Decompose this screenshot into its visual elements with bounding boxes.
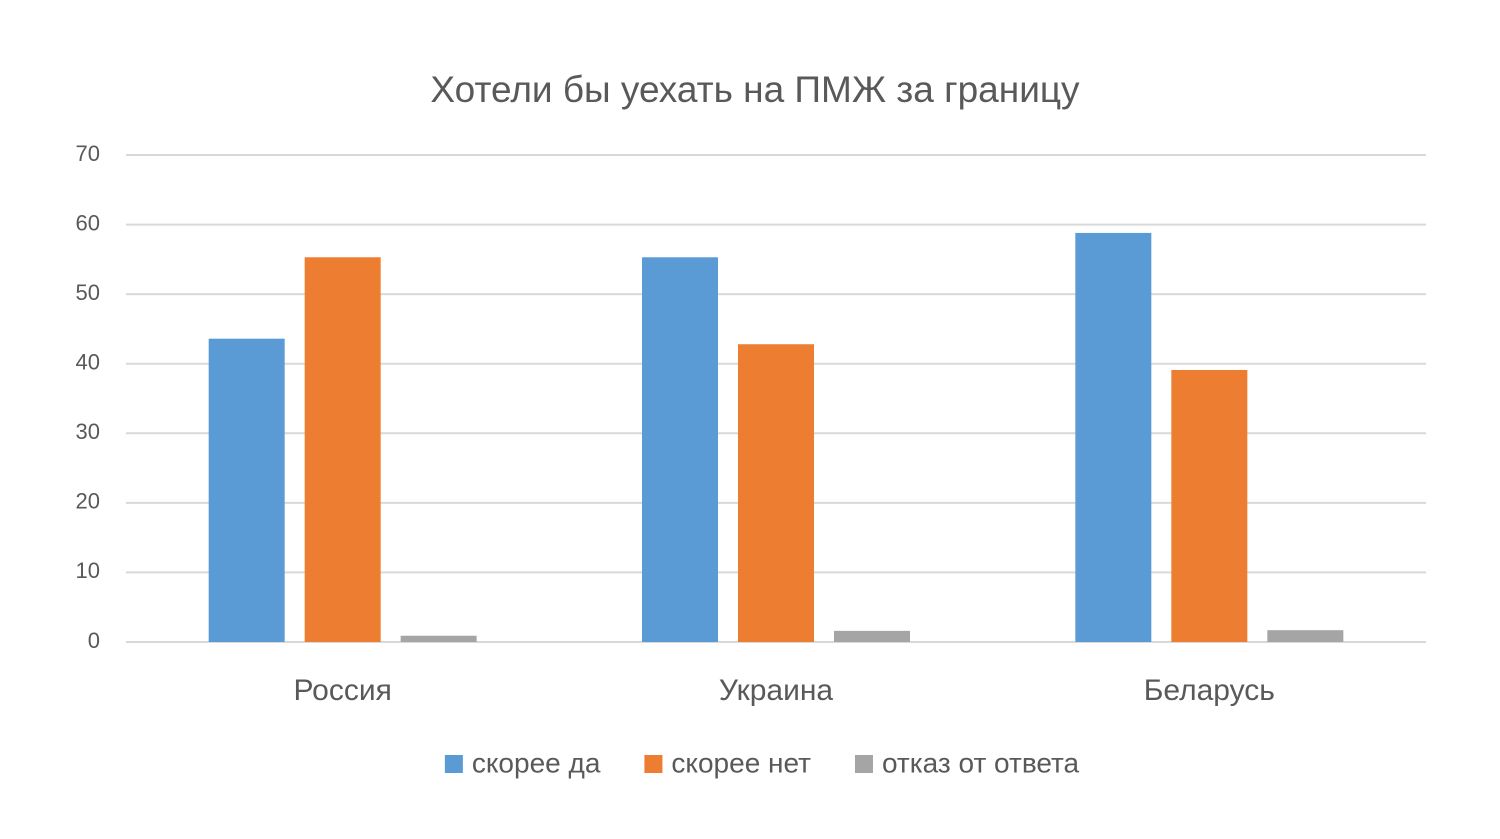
y-tick-label: 50 [76,280,100,305]
y-tick-label: 30 [76,419,100,444]
y-tick-label: 40 [76,350,100,375]
legend-label: отказ от ответа [882,747,1080,778]
legend-swatch [444,755,463,773]
bar [208,338,285,642]
bar [1171,369,1248,642]
legend-swatch [854,755,873,773]
legend-swatch [644,755,663,773]
x-tick-label: Беларусь [1144,674,1275,707]
x-tick-label: Россия [293,674,391,707]
bar [738,344,814,642]
y-tick-label: 10 [76,558,100,583]
y-tick-label: 0 [88,628,100,653]
bar [1075,232,1152,643]
y-tick-label: 70 [76,141,100,166]
bar [834,630,910,642]
chart-title: Хотели бы уехать на ПМЖ за границу [430,69,1080,110]
bar [1267,630,1344,642]
bar [304,257,381,642]
x-tick-label: Украина [719,674,834,707]
bar [400,635,477,642]
y-tick-label: 20 [76,489,100,514]
y-tick-label: 60 [76,210,100,235]
legend-label: скорее нет [671,747,811,778]
bar [642,257,718,642]
legend-label: скорее да [472,747,601,778]
